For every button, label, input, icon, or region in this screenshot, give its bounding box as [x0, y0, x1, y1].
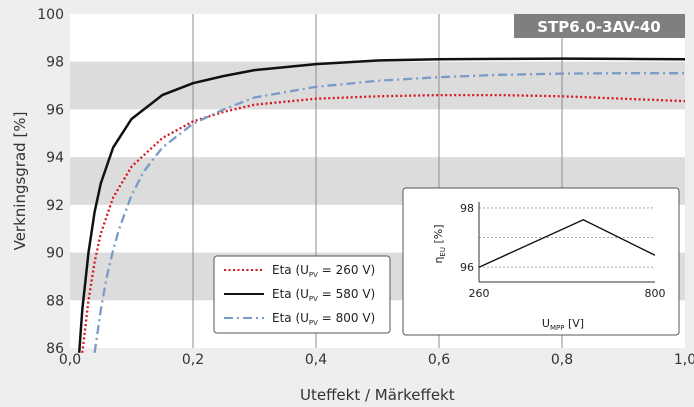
x-tick-label: 0,2 — [182, 352, 204, 368]
x-tick-labels: 0,0 0,2 0,4 0,6 0,8 1,0 — [59, 352, 694, 368]
plot-area — [70, 14, 686, 353]
inset-x-label: UMPP [V] — [542, 317, 584, 332]
y-tick-label: 88 — [46, 293, 64, 309]
legend: Eta (UPV = 260 V) Eta (UPV = 580 V) Eta (U… — [213, 255, 391, 334]
x-tick-label: 0,4 — [305, 352, 327, 368]
y-tick-label: 98 — [46, 55, 64, 71]
inset-y-tick: 96 — [460, 261, 474, 274]
x-axis-label: Uteffekt / Märkeffekt — [300, 386, 455, 404]
inset-chart: 260 800 98 96 UMPP [V] ηEU [%] — [402, 187, 680, 336]
y-tick-label: 92 — [46, 198, 64, 214]
model-badge-text: STP6.0-3AV-40 — [537, 18, 660, 36]
y-tick-label: 96 — [46, 102, 64, 118]
x-tick-label: 1,0 — [674, 352, 694, 368]
band-2 — [70, 61, 685, 110]
y-axis-label: Verkningsgrad [%] — [11, 112, 29, 251]
y-tick-label: 90 — [46, 246, 64, 262]
series-lines — [77, 57, 686, 353]
model-badge-box — [514, 14, 685, 38]
series-line-1 — [77, 57, 686, 353]
legend-box — [213, 255, 391, 334]
model-badge: STP6.0-3AV-40 — [514, 14, 685, 38]
inset-x-tick: 260 — [469, 287, 490, 300]
inset-x-tick: 800 — [645, 287, 666, 300]
y-tick-label: 100 — [37, 7, 64, 23]
x-tick-label: 0,6 — [428, 352, 450, 368]
legend-label-1: Eta (UPV = 580 V) — [272, 287, 375, 303]
legend-label-0: Eta (UPV = 260 V) — [272, 263, 375, 279]
x-tick-label: 0,8 — [551, 352, 573, 368]
inset-line — [478, 219, 656, 268]
y-tick-labels: 86 88 90 92 94 96 98 100 — [37, 7, 64, 357]
y-tick-label: 94 — [46, 150, 64, 166]
inset-y-tick: 98 — [460, 202, 474, 215]
inset-box — [402, 187, 680, 336]
x-tick-label: 0,0 — [59, 352, 81, 368]
legend-label-2: Eta (UPV = 800 V) — [272, 311, 375, 327]
inset-y-label: ηEU [%] — [432, 224, 447, 263]
y-tick-label: 86 — [46, 341, 64, 357]
series-line-2 — [93, 72, 685, 353]
